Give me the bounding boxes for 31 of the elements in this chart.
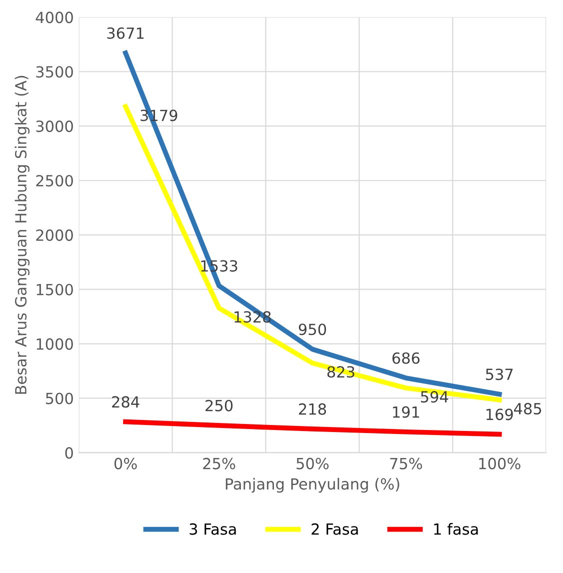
x-axis-title: Panjang Penyulang (%)	[226, 478, 400, 493]
y-tick-label: 4000	[36, 12, 73, 24]
data-label: 284	[112, 396, 140, 408]
x-tick-label: 75%	[390, 458, 422, 470]
y-tick-label: 3500	[36, 66, 73, 78]
data-label: 169	[486, 408, 513, 420]
legend-label: 3 Fasa	[190, 523, 236, 535]
y-tick-label: 3000	[36, 120, 73, 132]
x-tick-label: 50%	[296, 458, 329, 470]
data-label: 537	[486, 368, 513, 380]
data-label: 191	[393, 406, 420, 418]
data-label: 218	[299, 403, 326, 415]
y-tick-label: 500	[46, 392, 73, 404]
line-series	[123, 419, 502, 437]
y-tick-label: 1500	[36, 284, 73, 296]
legend-label: 2 Fasa	[312, 523, 358, 535]
x-tick-label: 100%	[479, 458, 520, 470]
y-tick-label: 1000	[36, 338, 73, 350]
y-tick-label: 2500	[36, 174, 73, 187]
data-label: 250	[206, 400, 233, 412]
y-axis-title: Besar Arus Gangguan Hubung Singkat (A)	[14, 76, 30, 394]
legend-label: 1 fasa	[434, 523, 478, 535]
y-tick-label: 0	[65, 447, 73, 459]
data-label: 485	[514, 402, 542, 414]
data-label: 3671	[107, 27, 144, 39]
data-label: 686	[392, 352, 420, 364]
x-tick-label: 25%	[203, 458, 236, 470]
data-label: 950	[298, 324, 326, 336]
data-label: 594	[420, 391, 448, 403]
y-tick-label: 2000	[36, 229, 73, 241]
x-tick-label: 0%	[114, 458, 137, 470]
